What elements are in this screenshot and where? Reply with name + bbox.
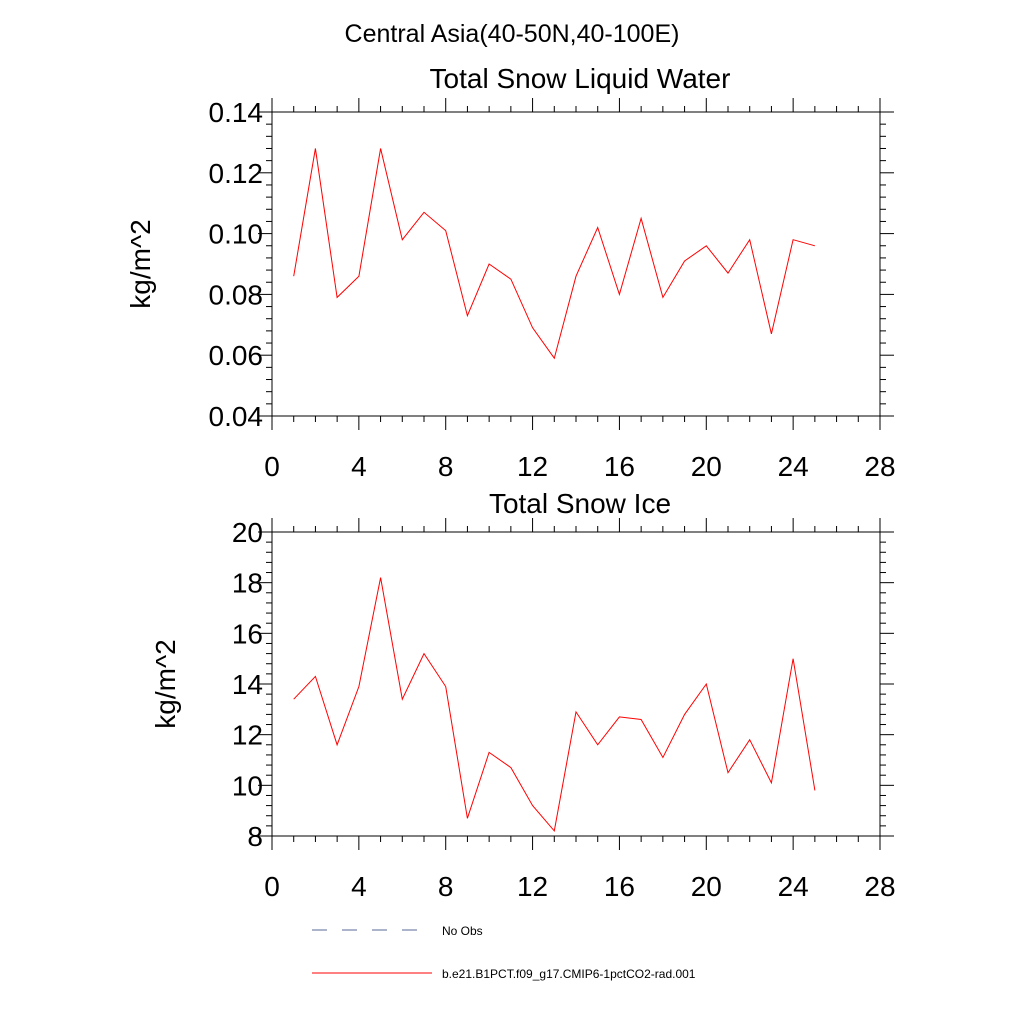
y-tick-label: 0.12	[209, 158, 264, 189]
y-tick-label: 20	[232, 517, 263, 548]
x-tick-label: 8	[438, 451, 454, 482]
y-tick-label: 18	[232, 568, 263, 599]
y-tick-label: 0.06	[209, 340, 264, 371]
chart-title: Total Snow Ice	[489, 488, 671, 519]
y-tick-label: 0.04	[209, 401, 264, 432]
series-line	[293, 148, 816, 360]
legend-label: No Obs	[442, 924, 483, 938]
y-axis-label: kg/m^2	[150, 639, 181, 728]
y-tick-label: 16	[232, 618, 263, 649]
x-tick-label: 12	[517, 871, 548, 902]
chart-panel-1: Total Snow Liquid Water kg/m^2 0 4 8 12 16 20 24…	[125, 63, 896, 482]
y-tick-label: 8	[247, 821, 263, 852]
x-tick-label: 0	[264, 871, 280, 902]
page-title: Central Asia(40-50N,40-100E)	[345, 20, 680, 48]
x-tick-label: 0	[264, 451, 280, 482]
x-tick-label: 8	[438, 871, 454, 902]
y-tick-label: 10	[232, 770, 263, 801]
y-tick-label: 14	[232, 669, 263, 700]
y-tick-label: 0.10	[209, 219, 264, 250]
x-tick-label: 20	[691, 451, 722, 482]
y-tick-label: 12	[232, 720, 263, 751]
y-tick-label: 0.08	[209, 279, 264, 310]
x-tick-label: 16	[604, 871, 635, 902]
x-tick-label: 16	[604, 451, 635, 482]
plot-frame	[271, 111, 881, 417]
legend-label: b.e21.B1PCT.f09_g17.CMIP6-1pctCO2-rad.00…	[442, 967, 696, 981]
series-line	[293, 577, 816, 833]
legend: No Obs b.e21.B1PCT.f09_g17.CMIP6-1pctCO2-…	[312, 924, 696, 981]
x-tick-label: 4	[351, 451, 367, 482]
chart-title: Total Snow Liquid Water	[430, 63, 731, 94]
x-tick-label: 4	[351, 871, 367, 902]
x-tick-label: 24	[778, 871, 809, 902]
x-tick-label: 20	[691, 871, 722, 902]
x-tick-label: 28	[864, 871, 895, 902]
chart-panel-2: Total Snow Ice kg/m^2 0 4 8 12 16 20 24 28 8 10 12 14…	[150, 488, 896, 902]
y-tick-label: 0.14	[209, 97, 264, 128]
y-axis-label: kg/m^2	[125, 219, 156, 308]
x-tick-label: 28	[864, 451, 895, 482]
x-tick-label: 12	[517, 451, 548, 482]
x-tick-label: 24	[778, 451, 809, 482]
